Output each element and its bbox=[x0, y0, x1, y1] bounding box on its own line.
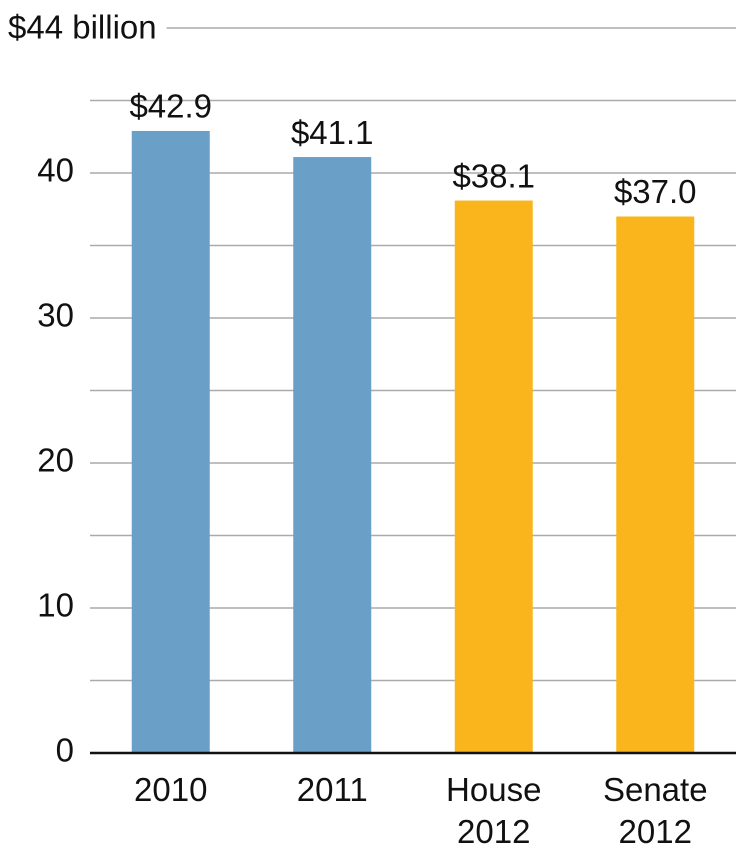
y-tick-label: 20 bbox=[37, 442, 74, 479]
value-label: $38.1 bbox=[452, 157, 535, 194]
y-tick-label: 10 bbox=[37, 587, 74, 624]
y-tick-label: 0 bbox=[56, 732, 74, 769]
x-tick-label: House 2012 bbox=[446, 771, 542, 850]
bar bbox=[616, 216, 695, 753]
x-tick-label: Senate 2012 bbox=[602, 771, 708, 850]
y-tick-label: 40 bbox=[37, 152, 74, 189]
x-tick-label: 2011 bbox=[296, 771, 368, 808]
value-label: $42.9 bbox=[129, 88, 212, 125]
x-tick-label: 2010 bbox=[134, 771, 208, 808]
bar bbox=[454, 200, 533, 754]
bar bbox=[131, 130, 210, 753]
bar bbox=[293, 157, 372, 754]
value-label: $37.0 bbox=[614, 173, 697, 210]
y-tick-label: 30 bbox=[37, 297, 74, 334]
y-axis-label: $44 billion bbox=[8, 9, 157, 46]
value-label: $41.1 bbox=[291, 114, 374, 151]
